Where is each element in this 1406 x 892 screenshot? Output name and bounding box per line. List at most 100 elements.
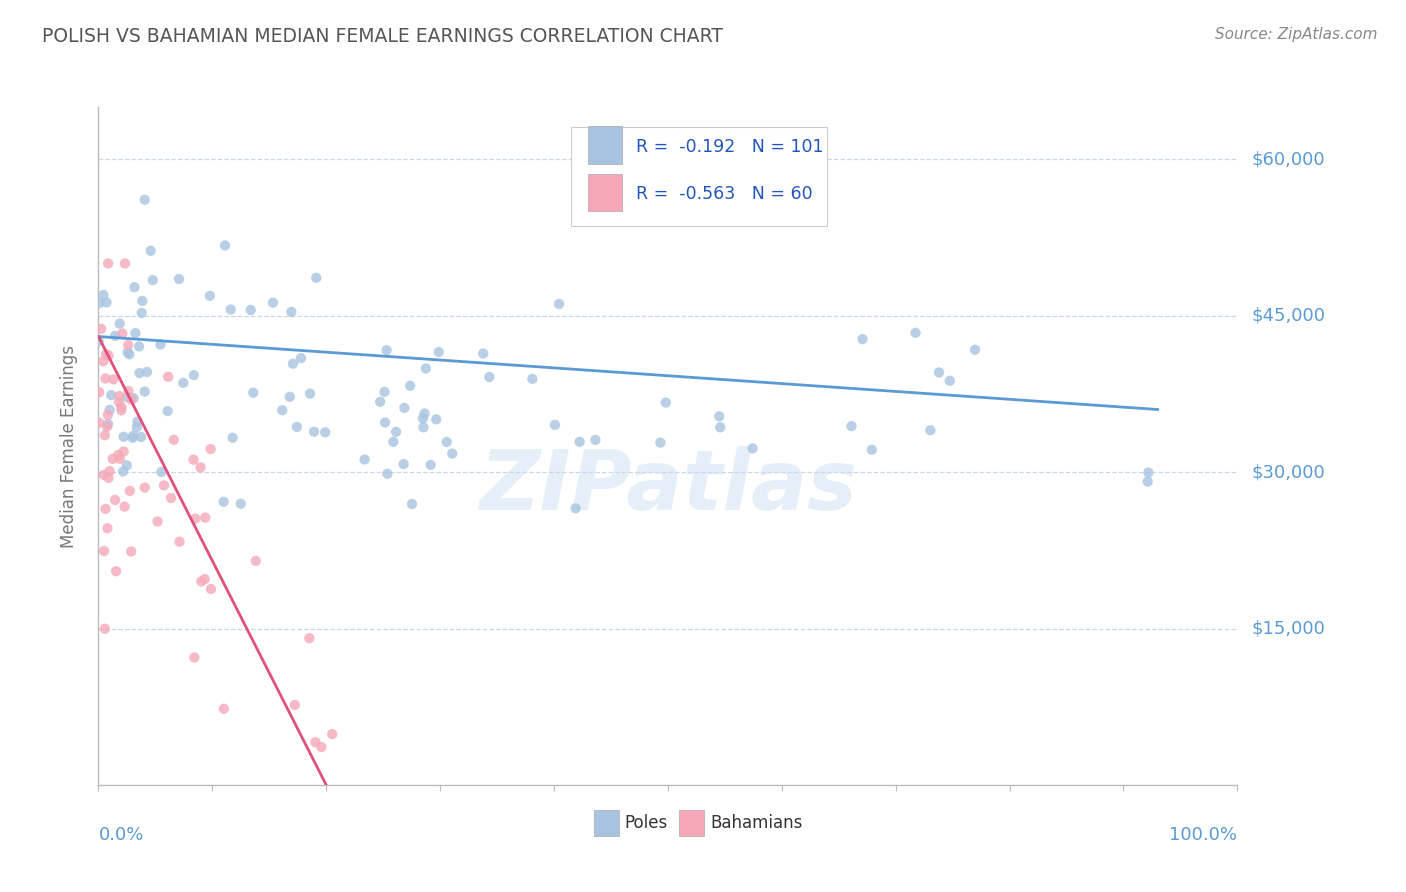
Text: 100.0%: 100.0%	[1170, 826, 1237, 844]
Point	[1136, 475, 1159, 489]
Text: $15,000: $15,000	[1251, 620, 1324, 638]
Point	[239, 303, 262, 318]
Point	[142, 273, 165, 287]
Point	[87, 334, 110, 349]
Point	[219, 302, 242, 317]
Point	[304, 735, 326, 749]
Point	[96, 295, 118, 310]
Text: Bahamians: Bahamians	[710, 814, 803, 832]
Point	[153, 478, 176, 492]
Point	[280, 305, 302, 319]
Point	[392, 457, 415, 471]
Point	[221, 431, 243, 445]
Point	[96, 419, 118, 434]
Point	[183, 650, 205, 665]
Point	[963, 343, 986, 357]
Point	[568, 434, 591, 449]
Point	[98, 464, 121, 478]
Point	[585, 433, 607, 447]
Point	[394, 401, 416, 415]
Point	[904, 326, 927, 340]
Point	[198, 289, 221, 303]
Point	[214, 238, 236, 252]
Point	[112, 465, 135, 479]
Point	[118, 483, 141, 498]
Point	[97, 471, 120, 485]
Point	[271, 403, 294, 417]
Text: R =  -0.563   N = 60: R = -0.563 N = 60	[636, 185, 813, 202]
Point	[121, 431, 143, 445]
FancyBboxPatch shape	[588, 127, 623, 163]
Point	[160, 491, 183, 505]
Point	[104, 492, 127, 507]
Point	[184, 511, 207, 525]
Point	[124, 280, 146, 294]
Point	[118, 347, 141, 361]
Point	[149, 337, 172, 351]
Point	[108, 395, 131, 409]
Point	[190, 574, 212, 589]
Point	[156, 404, 179, 418]
Point	[305, 270, 328, 285]
Point	[212, 702, 235, 716]
Point	[146, 515, 169, 529]
Point	[117, 390, 139, 404]
Point	[103, 372, 125, 386]
Point	[117, 345, 139, 359]
Point	[101, 451, 124, 466]
FancyBboxPatch shape	[593, 810, 619, 836]
Point	[128, 339, 150, 353]
Point	[548, 297, 571, 311]
FancyBboxPatch shape	[679, 810, 704, 836]
Point	[93, 467, 115, 482]
Point	[311, 739, 333, 754]
Point	[321, 727, 343, 741]
Point	[129, 430, 152, 444]
Point	[150, 465, 173, 479]
Point	[93, 544, 115, 558]
Point	[427, 345, 450, 359]
Point	[413, 407, 436, 421]
Point	[157, 369, 180, 384]
Point	[131, 293, 153, 308]
Point	[172, 376, 194, 390]
Point	[100, 388, 122, 402]
Point	[262, 295, 284, 310]
Point	[93, 354, 115, 368]
Point	[284, 698, 307, 712]
Point	[167, 272, 190, 286]
Text: ZIPatlas: ZIPatlas	[479, 446, 856, 527]
Point	[127, 415, 149, 429]
Point	[120, 392, 142, 407]
Point	[655, 395, 678, 409]
Point	[522, 372, 544, 386]
Point	[374, 416, 396, 430]
Point	[478, 370, 501, 384]
Point	[741, 442, 763, 456]
Point	[242, 385, 264, 400]
Point	[194, 572, 217, 586]
Point	[412, 411, 434, 425]
Point	[134, 384, 156, 399]
Point	[709, 420, 731, 434]
Point	[111, 326, 134, 341]
Point	[131, 306, 153, 320]
Point	[314, 425, 336, 440]
Point	[200, 582, 222, 596]
Point	[564, 501, 586, 516]
Point	[110, 400, 132, 414]
Point	[183, 368, 205, 383]
Point	[134, 193, 156, 207]
Point	[117, 338, 139, 352]
Point	[114, 500, 136, 514]
Point	[860, 442, 883, 457]
Point	[281, 357, 304, 371]
Point	[382, 434, 405, 449]
Point	[212, 495, 235, 509]
Point	[117, 384, 139, 398]
Point	[368, 394, 391, 409]
Point	[94, 428, 117, 442]
Point	[353, 452, 375, 467]
Point	[97, 408, 120, 422]
Point	[245, 554, 267, 568]
